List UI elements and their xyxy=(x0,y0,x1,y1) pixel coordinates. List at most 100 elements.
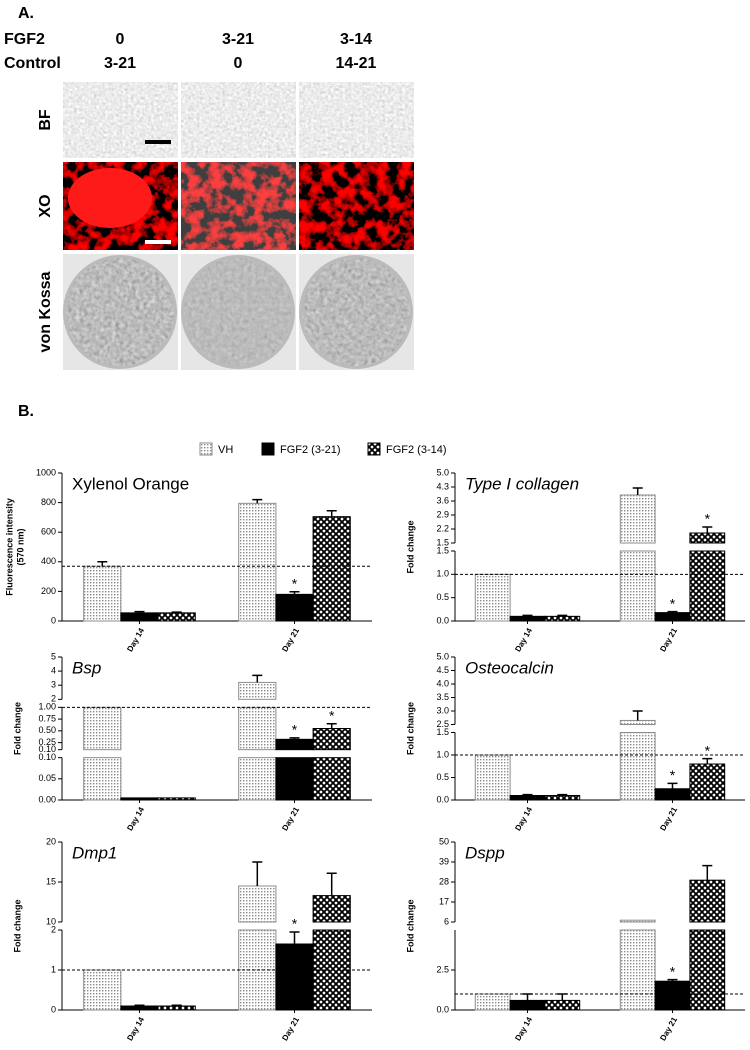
error-bar xyxy=(557,614,568,617)
bar-piece xyxy=(83,706,122,751)
bar-piece xyxy=(238,885,277,923)
bf-image xyxy=(63,82,178,158)
y-tick-label: 2 xyxy=(51,924,56,934)
bar xyxy=(312,516,351,622)
chart-title: Dmp1 xyxy=(72,843,117,862)
error-bar xyxy=(134,1004,145,1006)
significance-mark: * xyxy=(705,511,711,527)
error-bar xyxy=(134,610,145,613)
bar xyxy=(509,795,546,801)
bar-piece xyxy=(544,795,581,801)
y-tick-label: 4.0 xyxy=(436,678,449,688)
bf-image xyxy=(181,82,296,158)
y-tick-label: 2 xyxy=(51,694,56,704)
bar xyxy=(689,879,726,1011)
bar xyxy=(689,532,726,622)
bar xyxy=(238,885,277,1011)
bar-piece xyxy=(619,494,656,544)
bar xyxy=(120,797,159,801)
x-tick-label: Day 21 xyxy=(658,626,679,653)
error-bar xyxy=(289,931,300,944)
y-tick-label: 0.0 xyxy=(436,794,449,804)
y-tick-label: 0.25 xyxy=(38,737,56,747)
significance-mark: * xyxy=(705,742,711,758)
dish xyxy=(66,258,174,366)
bar xyxy=(654,612,691,622)
significance-mark: * xyxy=(670,963,676,979)
y-tick-label: 5.0 xyxy=(436,467,449,477)
y-tick-label: 15 xyxy=(46,876,56,886)
bar-piece xyxy=(157,1005,196,1011)
chart-title: Dspp xyxy=(465,843,505,862)
y-tick-label: 3.0 xyxy=(436,705,449,715)
image-grid xyxy=(63,82,414,370)
significance-mark: * xyxy=(292,916,298,932)
error-bar xyxy=(702,526,713,533)
bar-piece xyxy=(619,550,656,622)
bar xyxy=(544,999,581,1011)
bar-piece xyxy=(83,757,122,801)
significance-mark: * xyxy=(292,575,298,591)
error-bar xyxy=(557,793,568,796)
column-header: 0 xyxy=(116,31,125,48)
bar xyxy=(544,795,581,801)
bar-piece xyxy=(275,593,314,622)
bf-image xyxy=(299,82,414,158)
y-axis-label: Fold change xyxy=(12,702,22,755)
y-tick-label: 1.0 xyxy=(436,749,449,759)
bar xyxy=(654,980,691,1011)
dish xyxy=(184,258,292,366)
chart-title: Bsp xyxy=(72,658,101,677)
bar xyxy=(474,754,511,801)
row-header: FGF2 xyxy=(4,31,45,48)
x-tick-label: Day 14 xyxy=(125,805,146,832)
bar-piece xyxy=(619,732,656,801)
bar-piece xyxy=(275,943,314,1011)
bar xyxy=(312,728,351,801)
bar-piece xyxy=(474,754,511,801)
y-tick-label: 2.9 xyxy=(436,509,449,519)
bar-piece xyxy=(544,999,581,1011)
y-tick-label: 1.5 xyxy=(436,727,449,737)
bar xyxy=(275,738,314,801)
error-bar xyxy=(171,611,182,613)
bar-piece xyxy=(312,728,351,751)
bar-piece xyxy=(275,738,314,751)
chart-title: Type I collagen xyxy=(465,474,579,493)
error-bar xyxy=(289,737,300,740)
y-axis-label: Fold change xyxy=(405,702,415,755)
y-tick-label: 4.3 xyxy=(436,481,449,491)
bar-piece xyxy=(689,532,726,544)
bar-piece xyxy=(654,788,691,801)
error-bar xyxy=(702,864,713,881)
row-label: von Kossa xyxy=(37,271,54,352)
panel-label: B. xyxy=(18,403,34,420)
panel-label: A. xyxy=(18,5,34,22)
bar xyxy=(474,573,511,622)
x-tick-label: Day 21 xyxy=(658,1015,679,1042)
bar-piece xyxy=(238,502,277,622)
xo-image xyxy=(299,162,414,250)
row-label: XO xyxy=(37,194,54,217)
y-tick-label: 4 xyxy=(51,665,56,675)
bar xyxy=(509,615,546,622)
y-tick-label: 1.00 xyxy=(38,702,56,712)
y-tick-label: 1.0 xyxy=(436,569,449,579)
bar xyxy=(157,797,196,801)
y-tick-label: 600 xyxy=(41,527,56,537)
xo-stain xyxy=(68,168,152,228)
y-tick-label: 800 xyxy=(41,497,56,507)
bar xyxy=(157,1005,196,1011)
bar xyxy=(83,706,122,801)
y-tick-label: 0.05 xyxy=(38,773,56,783)
column-header: 0 xyxy=(234,55,243,72)
y-tick-label: 10 xyxy=(46,916,56,926)
x-tick-label: Day 21 xyxy=(658,805,679,832)
y-tick-label: 0.5 xyxy=(436,592,449,602)
y-tick-label: 200 xyxy=(41,586,56,596)
column-header: 3-21 xyxy=(104,55,136,72)
y-tick-label: 0.10 xyxy=(38,752,56,762)
error-bar xyxy=(522,793,533,796)
x-tick-label: Day 21 xyxy=(280,626,301,653)
